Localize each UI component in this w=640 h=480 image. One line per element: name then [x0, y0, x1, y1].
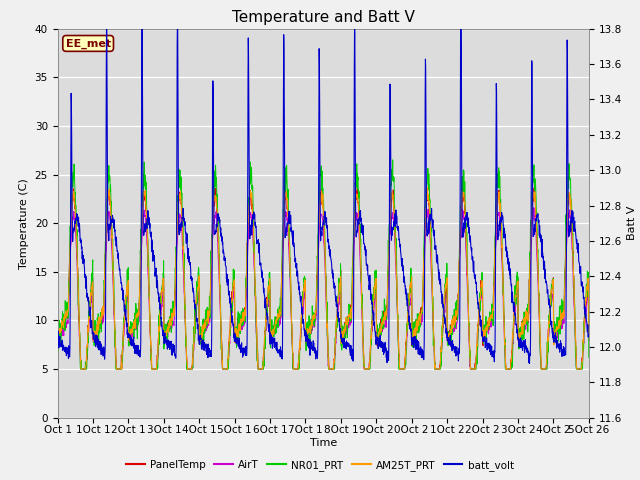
Y-axis label: Temperature (C): Temperature (C) [19, 178, 29, 269]
Text: EE_met: EE_met [65, 38, 111, 48]
X-axis label: Time: Time [310, 438, 337, 448]
Legend: PanelTemp, AirT, NR01_PRT, AM25T_PRT, batt_volt: PanelTemp, AirT, NR01_PRT, AM25T_PRT, ba… [122, 456, 518, 475]
Y-axis label: Batt V: Batt V [627, 206, 637, 240]
Title: Temperature and Batt V: Temperature and Batt V [232, 10, 415, 25]
